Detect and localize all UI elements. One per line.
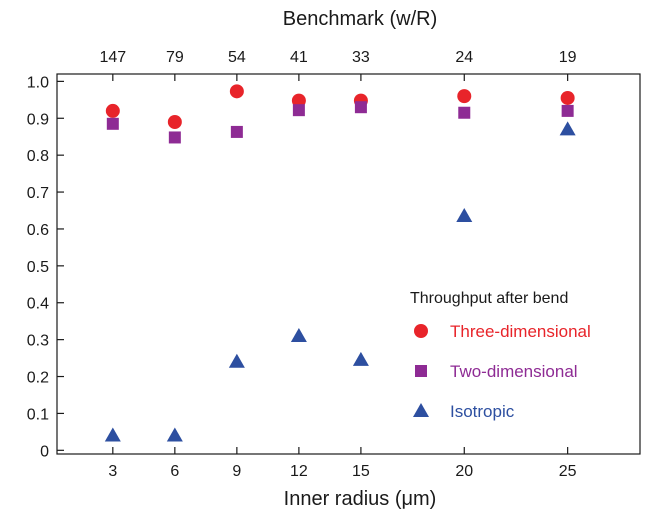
y-tick-label: 0.6: [27, 222, 49, 239]
data-point: [458, 106, 471, 119]
legend-marker: [414, 324, 428, 338]
x2-tick-label: 19: [559, 49, 577, 66]
data-point: [456, 208, 473, 223]
data-point: [292, 104, 305, 117]
y-tick-label: 0.1: [27, 406, 49, 423]
legend-label: Three-dimensional: [450, 322, 591, 341]
x-tick-label: 3: [108, 463, 117, 480]
x2-tick-label: 41: [290, 49, 308, 66]
x-tick-label: 20: [455, 463, 473, 480]
x-tick-label: 15: [352, 463, 370, 480]
x-tick-label: 25: [559, 463, 577, 480]
x2-tick-label: 79: [166, 49, 184, 66]
data-point: [290, 327, 307, 342]
x2-tick-label: 54: [228, 49, 246, 66]
data-point: [228, 353, 245, 368]
y-tick-label: 0: [40, 443, 49, 460]
x2-tick-label: 147: [99, 49, 126, 66]
legend-title: Throughput after bend: [410, 290, 568, 307]
top-axis-title: Benchmark (w/R): [283, 8, 437, 30]
x-tick-label: 12: [290, 463, 308, 480]
legend-marker: [415, 365, 427, 377]
data-point: [352, 351, 369, 366]
x-tick-label: 9: [232, 463, 241, 480]
series-triangle: [104, 121, 576, 442]
data-point: [106, 117, 119, 130]
data-point: [105, 103, 120, 118]
data-point: [560, 90, 575, 105]
y-tick-label: 0.4: [27, 296, 49, 313]
y-tick-label: 0.7: [27, 185, 49, 202]
data-point: [168, 131, 181, 144]
x-tick-label: 6: [170, 463, 179, 480]
y-tick-label: 0.5: [27, 259, 49, 276]
legend-label: Isotropic: [450, 402, 515, 421]
y-tick-label: 0.3: [27, 333, 49, 350]
data-point: [104, 427, 121, 442]
y-tick-label: 0.2: [27, 370, 49, 387]
data-point: [167, 114, 182, 129]
x-axis-title: Inner radius (μm): [284, 488, 437, 510]
legend: Throughput after bend Three-dimensional T…: [410, 290, 591, 421]
plot-frame: [56, 73, 641, 455]
legend-marker: [413, 403, 429, 417]
x2-tick-label: 24: [455, 49, 473, 66]
data-point: [230, 125, 243, 138]
y-tick-label: 1.0: [27, 74, 49, 91]
y-tick-label: 0.8: [27, 148, 49, 165]
data-point: [457, 89, 472, 104]
y-tick-label: 0.9: [27, 111, 49, 128]
data-point: [559, 121, 576, 136]
data-point: [354, 101, 367, 114]
x2-tick-label: 33: [352, 49, 370, 66]
series-circle: [105, 84, 575, 129]
data-point: [229, 84, 244, 99]
data-point: [561, 104, 574, 117]
series-square: [106, 101, 574, 144]
data-point: [166, 427, 183, 442]
data-point: [291, 93, 306, 108]
legend-label: Two-dimensional: [450, 362, 578, 381]
